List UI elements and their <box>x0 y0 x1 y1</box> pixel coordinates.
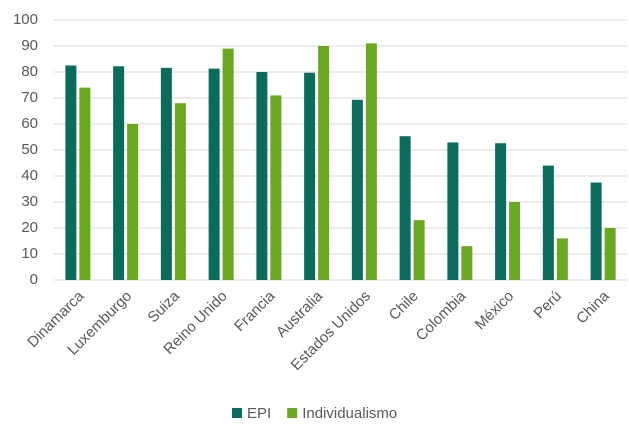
bar <box>208 68 220 281</box>
bar <box>113 66 125 280</box>
bar <box>127 124 139 280</box>
bar <box>590 182 602 280</box>
x-tick-label: Colombia <box>413 287 470 344</box>
bar <box>556 238 568 280</box>
bar <box>447 142 459 280</box>
bar <box>351 99 363 280</box>
y-tick-label: 20 <box>21 219 38 236</box>
x-tick-label: Suiza <box>144 287 183 326</box>
bar <box>413 220 425 280</box>
x-tick-label: Perú <box>531 288 565 322</box>
y-tick-label: 10 <box>21 245 38 262</box>
bar <box>270 95 282 281</box>
x-tick-label: China <box>573 287 613 327</box>
y-tick-label: 50 <box>21 141 38 158</box>
y-tick-label: 60 <box>21 115 38 132</box>
y-tick-label: 30 <box>21 193 38 210</box>
bar <box>304 72 316 280</box>
y-tick-label: 100 <box>13 11 38 28</box>
y-tick-label: 0 <box>30 271 38 288</box>
y-tick-label: 80 <box>21 63 38 80</box>
legend-swatch <box>287 408 298 418</box>
y-tick-label: 40 <box>21 167 38 184</box>
bar <box>318 46 330 280</box>
bar <box>542 165 554 280</box>
y-tick-label: 70 <box>21 89 38 106</box>
bar <box>461 246 473 280</box>
bar <box>174 103 186 280</box>
bar <box>222 48 234 280</box>
x-tick-label: Francia <box>231 287 279 335</box>
bar <box>509 202 521 280</box>
bar <box>365 43 377 281</box>
bar <box>495 143 507 280</box>
x-tick-label: Chile <box>386 288 422 324</box>
bar <box>160 67 172 280</box>
legend-swatch <box>232 408 242 418</box>
bar <box>79 87 91 280</box>
bar <box>65 65 77 280</box>
x-tick-label: México <box>472 288 518 334</box>
y-tick-label: 90 <box>21 37 38 54</box>
bar <box>604 228 616 280</box>
legend-label: Individualismo <box>302 405 397 422</box>
legend-label: EPI <box>247 405 271 422</box>
bar <box>399 136 411 280</box>
bar <box>256 72 268 280</box>
